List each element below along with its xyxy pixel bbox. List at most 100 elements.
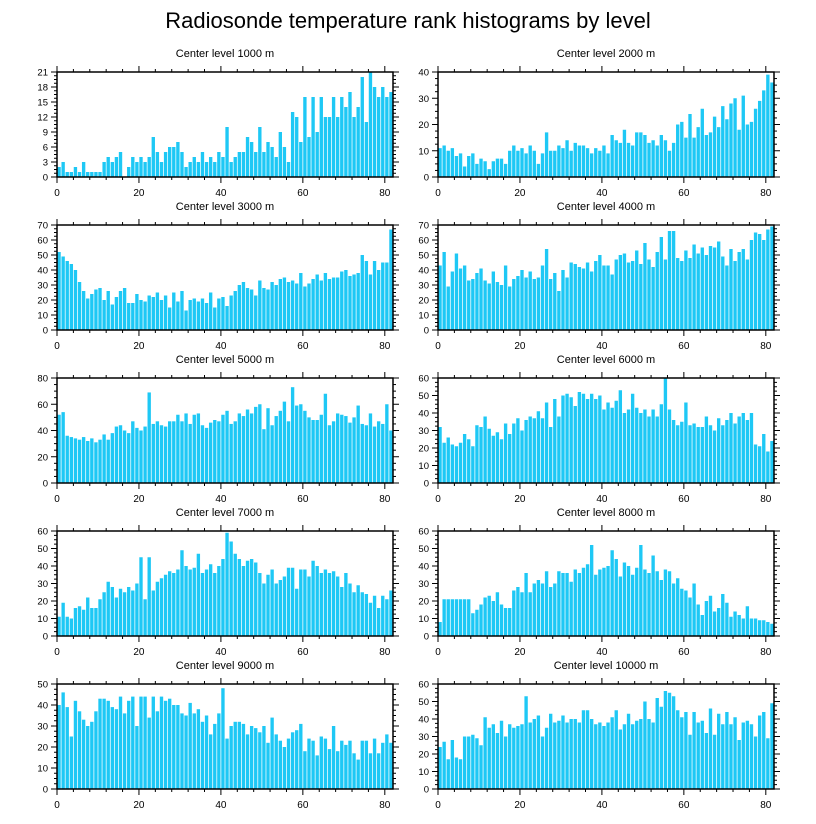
- bar: [471, 279, 475, 330]
- bar: [319, 280, 323, 330]
- bar: [602, 726, 606, 789]
- bar: [630, 393, 635, 483]
- bar: [749, 618, 754, 636]
- bar: [192, 567, 196, 636]
- bar: [204, 715, 209, 789]
- bar: [233, 291, 237, 330]
- bar: [385, 404, 389, 483]
- panel-5: Center level 5000 m 0 20 40 60 80 0 20 40 60 80: [37, 354, 399, 505]
- bar: [454, 253, 459, 330]
- bar: [577, 722, 582, 789]
- bar: [196, 413, 201, 483]
- bar: [606, 566, 610, 636]
- bar: [200, 573, 205, 636]
- bar: [270, 282, 274, 330]
- bar: [151, 590, 155, 636]
- bar: [229, 295, 233, 330]
- bar: [266, 289, 270, 330]
- bar: [376, 270, 381, 330]
- bar: [622, 724, 627, 789]
- bar: [684, 250, 688, 330]
- bar: [438, 622, 442, 636]
- bar: [454, 757, 459, 789]
- x-tick-label: 40: [596, 188, 608, 199]
- bar: [532, 279, 536, 330]
- bar: [520, 592, 524, 636]
- bar: [249, 559, 254, 636]
- bar: [352, 753, 356, 789]
- bar: [245, 288, 250, 330]
- bar: [208, 157, 213, 177]
- bar: [311, 279, 315, 330]
- bar: [86, 726, 90, 789]
- bar: [733, 717, 737, 789]
- bar: [553, 273, 557, 330]
- bar: [528, 271, 532, 330]
- bar: [57, 167, 61, 177]
- bar: [635, 720, 639, 789]
- bar: [487, 727, 491, 789]
- bar: [122, 288, 127, 330]
- x-tick-label: 40: [215, 341, 227, 352]
- bar: [368, 753, 373, 789]
- bar: [516, 276, 520, 330]
- bar: [680, 121, 684, 178]
- bar: [77, 282, 82, 330]
- bar: [147, 295, 151, 330]
- bar: [172, 573, 176, 636]
- x-tick-label: 0: [435, 188, 441, 199]
- bar: [659, 237, 663, 330]
- bar: [487, 283, 491, 330]
- bar: [262, 583, 266, 636]
- y-tick-label: 40: [37, 266, 48, 277]
- bar: [692, 137, 696, 178]
- y-tick-label: 60: [418, 236, 429, 247]
- bar: [717, 418, 721, 483]
- x-tick-label: 40: [596, 647, 608, 658]
- bar: [602, 409, 606, 483]
- bar: [614, 400, 618, 483]
- bar: [327, 279, 332, 330]
- bar: [311, 97, 315, 177]
- bar: [315, 755, 319, 789]
- bar: [299, 569, 303, 636]
- panel-4: Center level 4000 m 0 20 40 60 80 0 10 20 30 40 50 6…: [418, 201, 780, 352]
- y-tick-label: 20: [37, 452, 48, 463]
- bar: [499, 285, 504, 330]
- bar: [667, 150, 672, 177]
- bar: [499, 604, 504, 636]
- bar: [663, 691, 668, 789]
- bar: [565, 140, 569, 177]
- bar: [532, 418, 536, 483]
- bar: [483, 161, 487, 177]
- bar: [94, 172, 98, 177]
- bar: [487, 169, 491, 178]
- bar: [536, 163, 541, 178]
- x-tick-label: 20: [514, 800, 526, 811]
- bar: [139, 696, 143, 789]
- bar: [733, 98, 737, 177]
- bar: [159, 696, 164, 789]
- bar: [635, 407, 639, 483]
- bar: [626, 566, 631, 636]
- bar: [237, 152, 242, 177]
- y-tick-label: 50: [418, 391, 429, 402]
- bar: [163, 574, 168, 636]
- y-tick-label: 6: [43, 143, 48, 154]
- bar: [254, 152, 258, 177]
- bar: [618, 255, 623, 330]
- bar: [303, 410, 307, 483]
- bar: [680, 717, 684, 789]
- bar: [229, 423, 233, 483]
- bar: [438, 265, 442, 330]
- bar: [254, 562, 258, 636]
- bar: [499, 158, 504, 178]
- bar: [295, 405, 299, 483]
- bar: [606, 265, 610, 330]
- bar: [90, 172, 94, 177]
- y-tick-label: 20: [37, 743, 48, 754]
- bar: [376, 97, 381, 177]
- bar: [204, 303, 209, 330]
- y-tick-label: 40: [418, 266, 429, 277]
- bar: [626, 409, 631, 483]
